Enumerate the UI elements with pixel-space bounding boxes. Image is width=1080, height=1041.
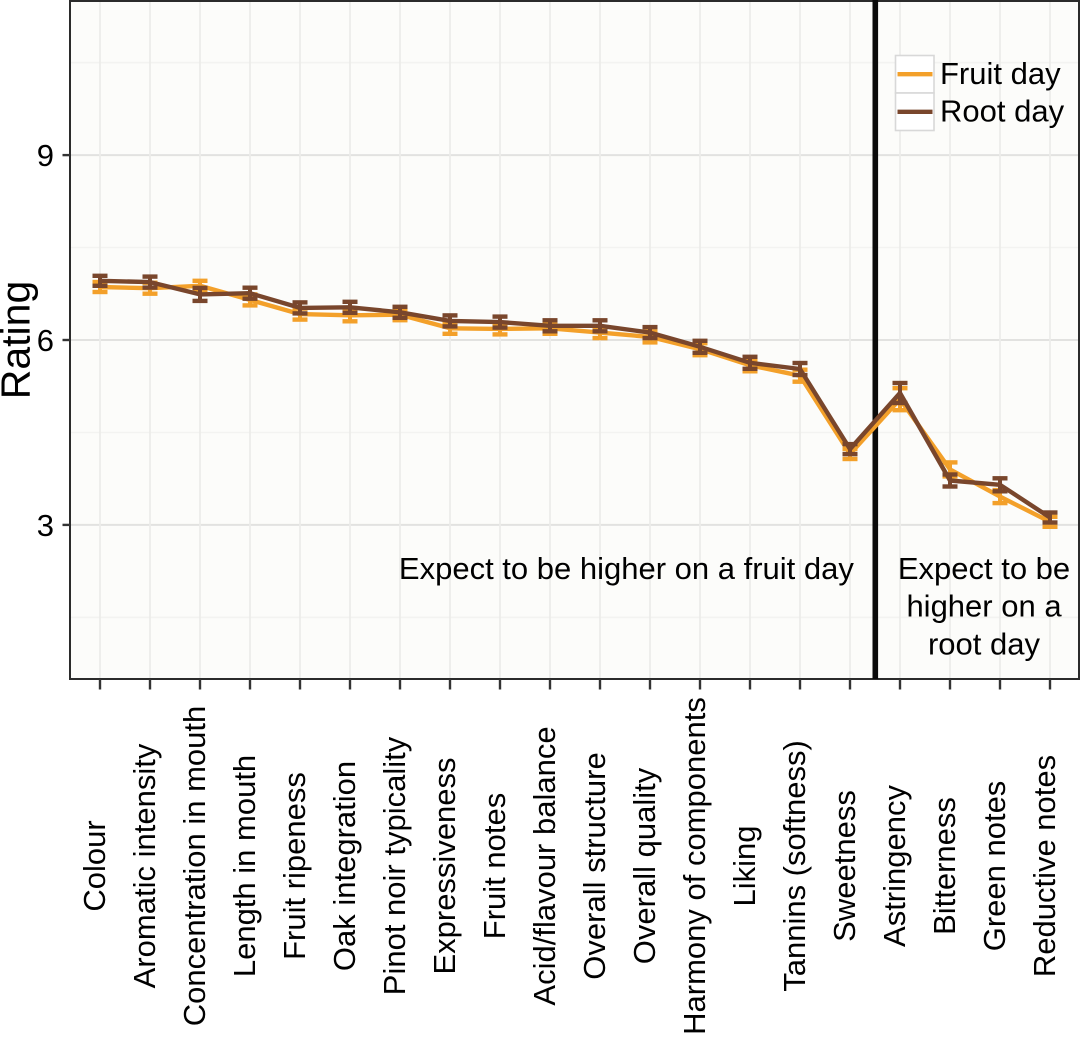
svg-text:Colour: Colour bbox=[77, 820, 112, 911]
svg-text:Rating: Rating bbox=[0, 281, 39, 400]
svg-text:Pinot noir typicality: Pinot noir typicality bbox=[377, 736, 412, 995]
svg-text:Liking: Liking bbox=[727, 826, 762, 907]
svg-text:Expressiveness: Expressiveness bbox=[427, 757, 462, 974]
svg-text:Harmony of components: Harmony of components bbox=[677, 697, 712, 1035]
svg-text:Concentration in mouth: Concentration in mouth bbox=[177, 706, 212, 1027]
svg-text:Bitterness: Bitterness bbox=[927, 797, 962, 935]
svg-text:Expect to be: Expect to be bbox=[898, 551, 1070, 586]
svg-text:Oak integration: Oak integration bbox=[327, 761, 362, 971]
svg-text:Length in mouth: Length in mouth bbox=[227, 755, 262, 977]
svg-text:Green notes: Green notes bbox=[977, 781, 1012, 952]
svg-text:Fruit ripeness: Fruit ripeness bbox=[277, 772, 312, 960]
svg-text:Reductive notes: Reductive notes bbox=[1027, 755, 1062, 977]
svg-text:Acid/flavour balance: Acid/flavour balance bbox=[527, 726, 562, 1005]
svg-text:higher on a: higher on a bbox=[906, 589, 1062, 624]
svg-text:Sweetness: Sweetness bbox=[827, 790, 862, 942]
svg-text:Tannins (softness): Tannins (softness) bbox=[777, 740, 812, 992]
svg-text:Expect to be higher on a fruit: Expect to be higher on a fruit day bbox=[399, 551, 854, 586]
svg-text:Overall quality: Overall quality bbox=[627, 767, 662, 964]
svg-text:3: 3 bbox=[37, 508, 54, 543]
svg-text:Fruit day: Fruit day bbox=[940, 56, 1061, 91]
svg-text:root day: root day bbox=[928, 626, 1041, 661]
svg-text:9: 9 bbox=[37, 138, 54, 173]
svg-text:Root day: Root day bbox=[940, 94, 1065, 129]
svg-text:Fruit notes: Fruit notes bbox=[477, 793, 512, 939]
svg-text:Astringency: Astringency bbox=[877, 785, 912, 947]
svg-text:Overall structure: Overall structure bbox=[577, 752, 612, 979]
svg-text:6: 6 bbox=[37, 323, 54, 358]
svg-text:Aromatic intensity: Aromatic intensity bbox=[127, 743, 162, 988]
